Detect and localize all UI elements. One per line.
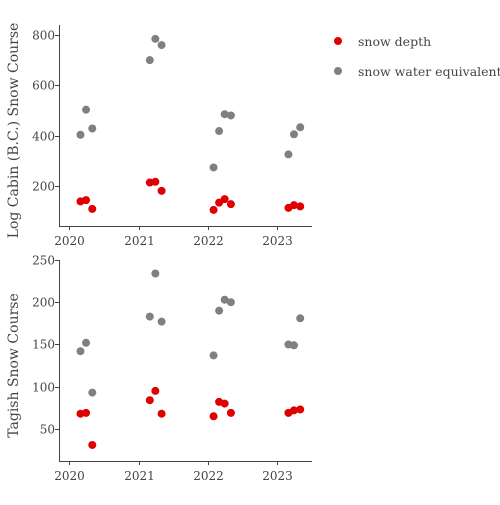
panel-1-swe-point[interactable] [145, 56, 154, 65]
panel-1-swe-point[interactable] [215, 127, 224, 136]
panel-2-x-tick-label: 2020 [54, 469, 85, 483]
panel-2-snow-depth-point[interactable] [220, 399, 229, 408]
panel-2-snow-depth-point[interactable] [209, 412, 218, 421]
panel-2-series-snow-depth [76, 386, 305, 449]
panel-1-x-tick-label: 2021 [124, 234, 155, 248]
panel-1-swe-point[interactable] [226, 111, 235, 120]
panel-1-swe-point[interactable] [289, 130, 298, 139]
panel-1-snow-depth-point[interactable] [209, 205, 218, 214]
chart-panels: 200 400 600 800 2020 2021 2022 2023 Log Cabin (B… [6, 23, 312, 483]
panel-1-x-tick-label: 2020 [54, 234, 85, 248]
panel-1-axes [59, 25, 312, 227]
panel-2-swe-point[interactable] [145, 312, 154, 321]
panel-1-x-tick-label: 2022 [193, 234, 224, 248]
panel-1-y-tick-label: 400 [32, 130, 55, 144]
panel-1-snow-depth-point[interactable] [220, 195, 229, 204]
panel-2-swe-point[interactable] [226, 298, 235, 307]
panel-2-y-tick-label: 250 [32, 254, 55, 268]
panel-1-swe-point[interactable] [157, 41, 166, 50]
panel-2-swe-point[interactable] [157, 317, 166, 326]
panel-2-swe-point[interactable] [88, 388, 97, 397]
panel-2-snow-depth-point[interactable] [88, 440, 97, 449]
panel-1-swe-point[interactable] [284, 150, 293, 159]
panel-1-swe-point[interactable] [151, 34, 160, 43]
panel-2-x-tick-label: 2021 [124, 469, 155, 483]
panel-1-snow-depth-point[interactable] [296, 202, 305, 211]
legend-item-snow-water-equivalent[interactable]: snow water equivalent [334, 64, 500, 79]
panel-1-swe-point[interactable] [82, 105, 91, 114]
panel-2-snow-depth-point[interactable] [82, 408, 91, 417]
panel-1-series-swe [76, 34, 305, 172]
panel-1-snow-depth-point[interactable] [151, 177, 160, 186]
panel-2-snow-depth-point[interactable] [145, 396, 154, 405]
panel-1-swe-point[interactable] [296, 123, 305, 132]
panel-1-y-tick-label: 800 [32, 29, 55, 43]
panel-2-swe-point[interactable] [82, 338, 91, 347]
panel-2-snow-depth-point[interactable] [296, 405, 305, 414]
panel-2-x-tick-label: 2022 [193, 469, 224, 483]
panel-2-snow-depth-point[interactable] [157, 409, 166, 418]
panel-2-snow-depth-point[interactable] [151, 386, 160, 395]
panel-2: 50 100 150 200 250 2020 2021 2022 2023 Tagish Sno… [6, 254, 312, 483]
legend-label-snow-depth: snow depth [358, 34, 431, 49]
panel-2-axes [59, 260, 312, 462]
legend-item-snow-depth[interactable]: snow depth [334, 34, 431, 49]
panel-2-swe-point[interactable] [209, 351, 218, 360]
panel-2-swe-point[interactable] [215, 306, 224, 315]
legend-marker-snow-water-equivalent [334, 67, 342, 75]
panel-1-x-tick-label: 2023 [262, 234, 293, 248]
panel-1-series-snow-depth [76, 177, 305, 214]
panel-1-swe-point[interactable] [88, 124, 97, 133]
panel-2-y-tick-label: 200 [32, 296, 55, 310]
panel-1-snow-depth-point[interactable] [88, 204, 97, 213]
panel-1-swe-point[interactable] [209, 163, 218, 172]
panel-1-y-tick-label: 200 [32, 180, 55, 194]
panel-1-swe-point[interactable] [76, 130, 85, 139]
panel-2-y-tick-label: 150 [32, 338, 55, 352]
panel-1-snow-depth-point[interactable] [82, 196, 91, 205]
panel-1-y-tick-label: 600 [32, 79, 55, 93]
panel-2-swe-point[interactable] [296, 314, 305, 323]
panel-2-swe-point[interactable] [220, 295, 229, 304]
panel-1-snow-depth-point[interactable] [226, 200, 235, 209]
panel-2-swe-point[interactable] [76, 347, 85, 356]
panel-1-snow-depth-point[interactable] [157, 186, 166, 195]
legend-label-snow-water-equivalent: snow water equivalent [358, 64, 500, 79]
panel-1-snow-depth-point[interactable] [289, 201, 298, 210]
panel-2-snow-depth-point[interactable] [289, 406, 298, 415]
panel-1-swe-point[interactable] [220, 110, 229, 119]
panel-2-swe-point[interactable] [289, 341, 298, 350]
panel-2-series-swe [76, 269, 305, 397]
panel-2-x-tick-label: 2023 [262, 469, 293, 483]
legend-marker-snow-depth [334, 37, 342, 45]
panel-1-y-axis-label: Log Cabin (B.C.) Snow Course [6, 23, 22, 239]
panel-2-y-axis-label: Tagish Snow Course [6, 293, 22, 437]
panel-2-y-tick-label: 100 [32, 381, 55, 395]
panel-2-y-tick-label: 50 [40, 423, 55, 437]
panel-2-swe-point[interactable] [151, 269, 160, 278]
panel-2-snow-depth-point[interactable] [226, 408, 235, 417]
panel-1: 200 400 600 800 2020 2021 2022 2023 Log Cabin (B… [6, 23, 312, 248]
legend: snow depth snow water equivalent [334, 34, 500, 79]
